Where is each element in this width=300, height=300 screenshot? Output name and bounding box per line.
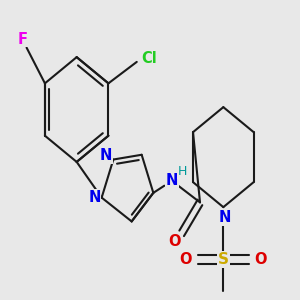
Text: N: N (219, 210, 231, 225)
Text: O: O (254, 252, 267, 267)
Text: F: F (18, 32, 28, 46)
Text: Cl: Cl (142, 51, 157, 66)
Text: O: O (169, 234, 181, 249)
Text: N: N (166, 173, 178, 188)
Text: S: S (218, 252, 229, 267)
Text: N: N (88, 190, 100, 205)
Text: N: N (100, 148, 112, 163)
Text: O: O (180, 252, 192, 267)
Text: H: H (178, 165, 187, 178)
